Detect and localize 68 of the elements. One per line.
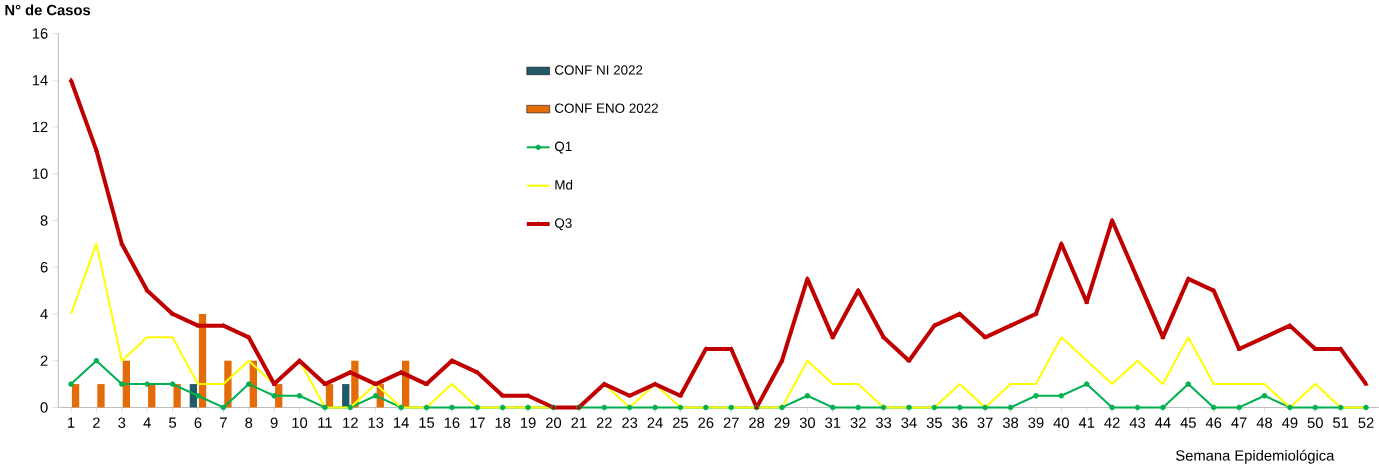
- x-tick-label: 22: [596, 417, 612, 428]
- x-tick-label: 36: [952, 417, 968, 428]
- x-tick-label: 46: [1205, 417, 1222, 428]
- x-tick-label: 31: [825, 417, 841, 428]
- x-tick-label: 35: [926, 417, 942, 428]
- x-tick-label: 24: [647, 417, 663, 428]
- y-tick-label: 0: [40, 402, 48, 413]
- x-tick-label: 45: [1180, 417, 1196, 428]
- x-tick-label: 40: [1053, 417, 1069, 428]
- x-tick-label: 7: [220, 417, 227, 428]
- x-tick-label: 26: [698, 417, 714, 428]
- y-tick-label: 14: [32, 75, 48, 86]
- x-tick-label: 39: [1028, 417, 1044, 428]
- y-tick-label: 10: [32, 168, 48, 179]
- x-tick-label: 3: [118, 417, 126, 428]
- x-tick-label: 42: [1104, 417, 1120, 428]
- x-tick-label: 2: [93, 417, 100, 428]
- x-tick-label: 18: [495, 417, 511, 428]
- x-tick-label: 32: [850, 417, 866, 428]
- x-tick-label: 23: [622, 417, 638, 428]
- legend-label: CONF NI 2022: [555, 65, 643, 75]
- x-tick-label: 6: [194, 417, 202, 428]
- x-tick-label: 8: [245, 417, 253, 428]
- x-tick-label: 50: [1307, 417, 1323, 428]
- legend-label: CONF ENO 2022: [555, 103, 658, 113]
- x-tick-label: 51: [1333, 417, 1349, 428]
- x-tick-label: 44: [1155, 417, 1171, 428]
- y-tick-label: 2: [40, 355, 48, 366]
- x-tick-label: 25: [672, 417, 688, 428]
- x-axis-title: Semana Epidemiológica: [1176, 449, 1335, 464]
- x-tick-label: 21: [571, 417, 587, 428]
- x-tick-label: 14: [394, 417, 409, 428]
- legend-label: Q1: [554, 141, 572, 154]
- y-tick-label: 12: [32, 121, 48, 133]
- x-tick-label: 13: [368, 417, 384, 428]
- x-tick-label: 48: [1256, 417, 1273, 428]
- legend-label: Md: [555, 179, 573, 190]
- x-tick-label: 28: [749, 417, 765, 428]
- y-tick-label: 6: [40, 261, 48, 273]
- x-tick-label: 19: [520, 417, 536, 428]
- y-tick-label: 4: [40, 308, 48, 319]
- x-tick-label: 29: [774, 417, 790, 428]
- x-tick-label: 27: [723, 417, 739, 428]
- x-tick-label: 34: [901, 417, 917, 428]
- x-tick-label: 9: [270, 417, 278, 428]
- x-tick-label: 43: [1129, 417, 1146, 428]
- x-tick-label: 52: [1358, 417, 1374, 428]
- y-tick-label: 16: [32, 28, 48, 39]
- legend-label: Q3: [554, 218, 572, 231]
- x-tick-label: 37: [977, 417, 993, 428]
- x-tick-label: 10: [292, 417, 308, 428]
- x-tick-label: 4: [143, 417, 151, 428]
- x-tick-label: 38: [1002, 417, 1019, 428]
- x-tick-label: 17: [470, 417, 485, 428]
- x-tick-label: 15: [419, 417, 435, 428]
- x-tick-label: 41: [1078, 417, 1095, 428]
- y-tick-label: 8: [40, 215, 48, 226]
- x-tick-label: 16: [444, 417, 460, 428]
- x-tick-label: 47: [1231, 417, 1247, 428]
- x-tick-label: 49: [1282, 417, 1298, 428]
- x-tick-label: 12: [343, 417, 358, 428]
- x-tick-label: 11: [318, 417, 332, 428]
- x-tick-label: 30: [799, 417, 816, 428]
- x-tick-label: 1: [68, 417, 75, 428]
- x-tick-label: 5: [169, 417, 177, 428]
- y-axis-title: N° de Casos: [5, 4, 91, 16]
- x-tick-label: 20: [546, 417, 562, 428]
- x-tick-label: 33: [875, 417, 892, 428]
